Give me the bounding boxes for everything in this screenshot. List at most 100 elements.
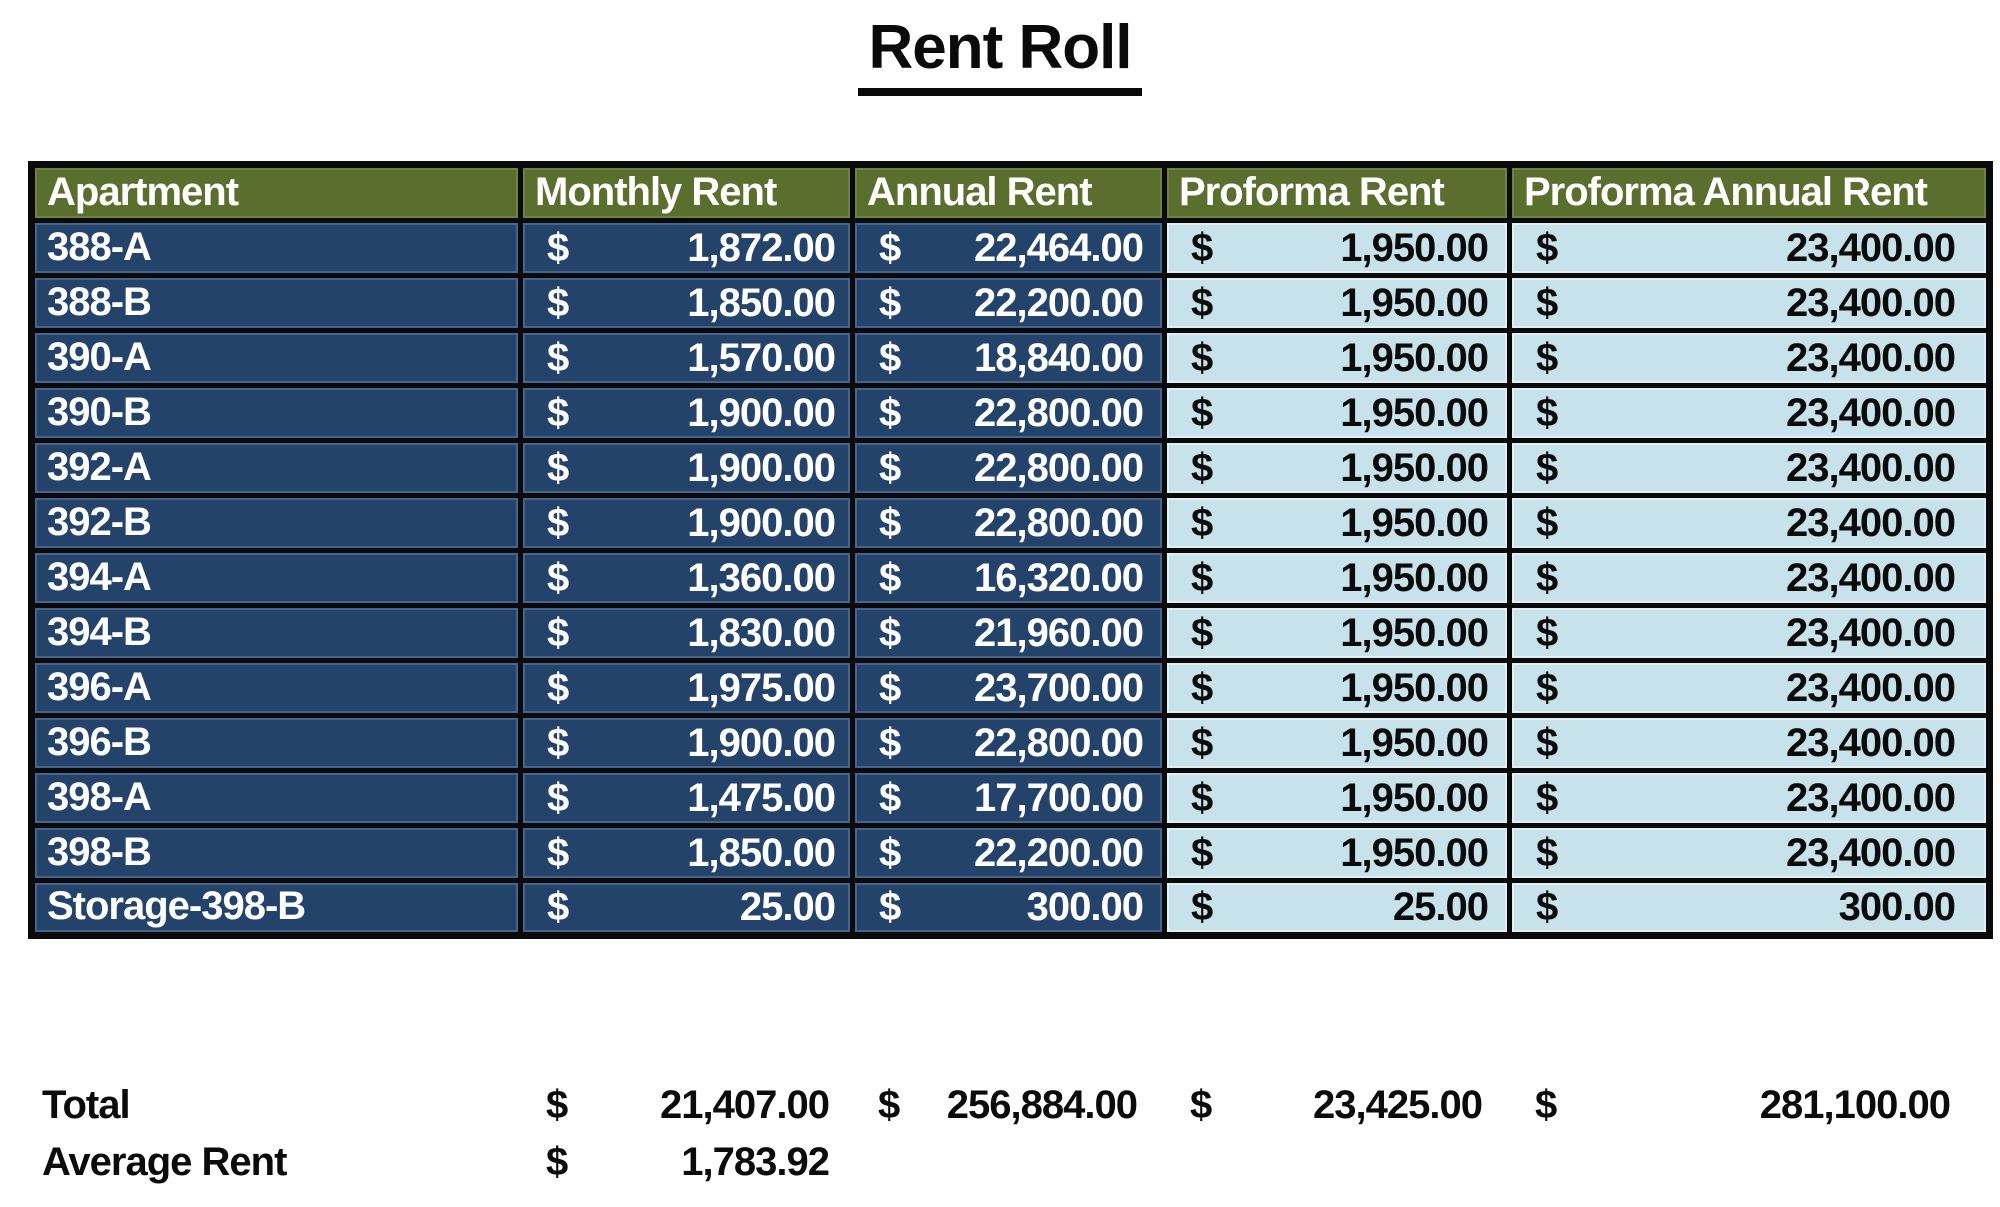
currency-symbol: $ (1191, 280, 1213, 325)
currency-symbol: $ (879, 830, 901, 875)
cell-value: 22,200.00 (974, 830, 1144, 875)
cell-value: 1,950.00 (1340, 610, 1489, 655)
cell-value: 1,950.00 (1340, 445, 1489, 490)
monthly-rent-cell: $1,900.00 (518, 713, 855, 773)
currency-symbol: $ (1191, 555, 1213, 600)
currency-symbol: $ (879, 500, 901, 545)
proforma-rent-cell: $1,950.00 (1162, 823, 1512, 883)
currency-symbol: $ (1536, 775, 1558, 820)
cell-value: 23,400.00 (1786, 225, 1956, 270)
currency-symbol: $ (1191, 445, 1213, 490)
proforma-annual-rent-cell: $23,400.00 (1507, 273, 1992, 333)
annual-rent-cell: $22,800.00 (850, 438, 1167, 498)
cell-value: 1,950.00 (1340, 225, 1489, 270)
annual-rent-cell: $21,960.00 (850, 603, 1167, 663)
proforma-annual-rent-cell: $300.00 (1507, 878, 1992, 938)
col-header-apartment: Apartment (29, 162, 523, 223)
table-body: 388-A $1,872.00 $22,464.00 $1,950.00 $23… (29, 218, 1992, 938)
monthly-rent-cell: $1,900.00 (518, 493, 855, 553)
monthly-rent-cell: $1,475.00 (518, 768, 855, 828)
cell-value: 23,700.00 (974, 665, 1144, 710)
currency-symbol: $ (1536, 280, 1558, 325)
table-row: 396-B $1,900.00 $22,800.00 $1,950.00 $23… (29, 713, 1992, 773)
cell-value: 22,464.00 (974, 225, 1144, 270)
title-container: Rent Roll (0, 13, 2000, 97)
cell-value: 1,850.00 (687, 830, 836, 875)
cell-value: 23,400.00 (1786, 830, 1956, 875)
annual-rent-cell: $300.00 (850, 878, 1167, 938)
proforma-annual-rent-cell: $23,400.00 (1507, 713, 1992, 773)
proforma-rent-cell: $1,950.00 (1162, 438, 1512, 498)
proforma-rent-cell: $1,950.00 (1162, 328, 1512, 388)
proforma-rent-cell: $1,950.00 (1162, 493, 1512, 553)
cell-value: 25.00 (739, 885, 836, 930)
monthly-rent-cell: $1,850.00 (518, 273, 855, 333)
cell-value: 1,950.00 (1340, 720, 1489, 765)
currency-symbol: $ (879, 665, 901, 710)
monthly-rent-cell: $1,900.00 (518, 383, 855, 443)
annual-rent-cell: $22,464.00 (850, 218, 1167, 278)
currency-symbol: $ (547, 555, 569, 600)
currency-symbol: $ (1190, 1083, 1212, 1127)
currency-symbol: $ (1536, 500, 1558, 545)
cell-value: 22,800.00 (974, 445, 1144, 490)
cell-value: 23,400.00 (1786, 280, 1956, 325)
annual-rent-cell: $23,700.00 (850, 658, 1167, 718)
currency-symbol: $ (547, 500, 569, 545)
cell-value: 1,360.00 (687, 555, 836, 600)
average-rent-label: Average Rent (42, 1140, 287, 1184)
cell-value: 21,407.00 (660, 1083, 830, 1127)
table-row: 394-B $1,830.00 $21,960.00 $1,950.00 $23… (29, 603, 1992, 663)
cell-value: 300.00 (1026, 885, 1144, 930)
currency-symbol: $ (1191, 610, 1213, 655)
cell-value: 25.00 (1392, 885, 1489, 930)
annual-rent-cell: $22,800.00 (850, 383, 1167, 443)
currency-symbol: $ (1191, 500, 1213, 545)
table-row: 388-B $1,850.00 $22,200.00 $1,950.00 $23… (29, 273, 1992, 333)
cell-value: 23,400.00 (1786, 335, 1956, 380)
currency-symbol: $ (1191, 335, 1213, 380)
cell-value: 21,960.00 (974, 610, 1144, 655)
currency-symbol: $ (547, 280, 569, 325)
apartment-cell: 392-A (29, 438, 523, 498)
currency-symbol: $ (547, 610, 569, 655)
proforma-rent-cell: $1,950.00 (1162, 548, 1512, 608)
proforma-annual-rent-cell: $23,400.00 (1507, 658, 1992, 718)
cell-value: 1,850.00 (687, 280, 836, 325)
cell-value: 17,700.00 (974, 775, 1144, 820)
table-row: 392-B $1,900.00 $22,800.00 $1,950.00 $23… (29, 493, 1992, 553)
table-row: 392-A $1,900.00 $22,800.00 $1,950.00 $23… (29, 438, 1992, 498)
cell-value: 1,475.00 (687, 775, 836, 820)
currency-symbol: $ (879, 720, 901, 765)
currency-symbol: $ (547, 225, 569, 270)
monthly-rent-cell: $1,872.00 (518, 218, 855, 278)
cell-value: 23,400.00 (1786, 775, 1956, 820)
cell-value: 18,840.00 (974, 335, 1144, 380)
currency-symbol: $ (1536, 390, 1558, 435)
cell-value: 1,900.00 (687, 390, 836, 435)
apartment-cell: 398-A (29, 768, 523, 828)
cell-value: 1,950.00 (1340, 280, 1489, 325)
cell-value: 1,872.00 (687, 225, 836, 270)
cell-value: 1,950.00 (1340, 665, 1489, 710)
cell-value: 1,900.00 (687, 500, 836, 545)
currency-symbol: $ (546, 1140, 568, 1184)
page-title: Rent Roll (858, 13, 1142, 97)
rent-roll-table: Apartment Monthly Rent Annual Rent Profo… (28, 161, 1993, 939)
proforma-annual-rent-cell: $23,400.00 (1507, 823, 1992, 883)
annual-rent-cell: $22,800.00 (850, 713, 1167, 773)
cell-value: 23,400.00 (1786, 390, 1956, 435)
proforma-annual-rent-cell: $23,400.00 (1507, 218, 1992, 278)
proforma-rent-cell: $1,950.00 (1162, 603, 1512, 663)
apartment-cell: 390-B (29, 383, 523, 443)
proforma-rent-cell: $1,950.00 (1162, 713, 1512, 773)
total-proforma-rent: $23,425.00 (1161, 1083, 1506, 1128)
apartment-cell: 392-B (29, 493, 523, 553)
cell-value: 1,950.00 (1340, 775, 1489, 820)
currency-symbol: $ (1536, 665, 1558, 710)
cell-value: 1,950.00 (1340, 830, 1489, 875)
currency-symbol: $ (1536, 830, 1558, 875)
cell-value: 300.00 (1838, 885, 1956, 930)
cell-value: 23,400.00 (1786, 445, 1956, 490)
currency-symbol: $ (879, 335, 901, 380)
